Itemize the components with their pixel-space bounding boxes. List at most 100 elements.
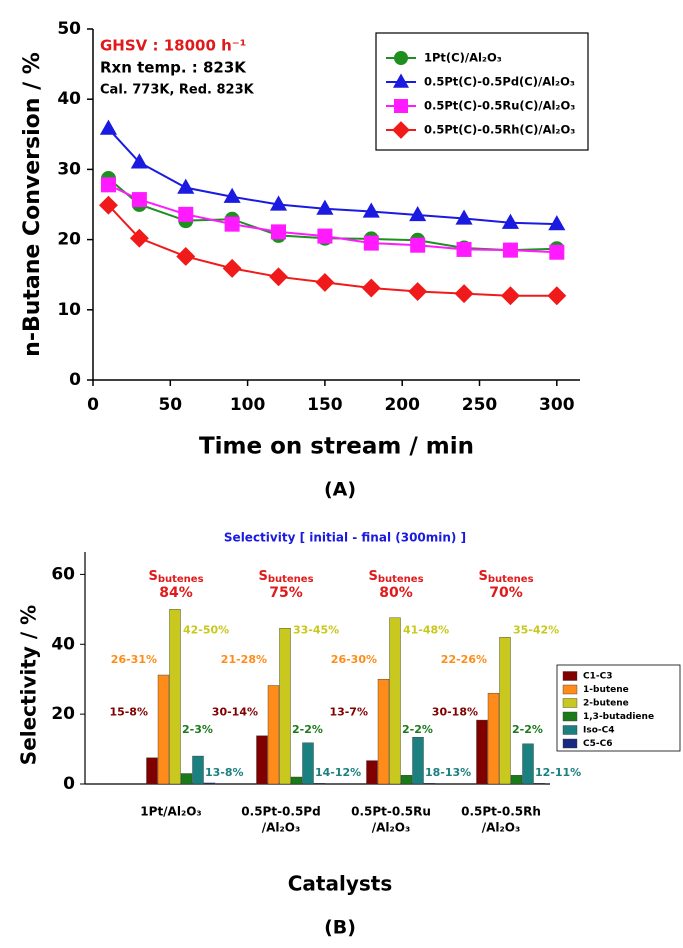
legend-label: 1-butene <box>583 685 629 695</box>
selectivity-s: S <box>148 569 157 584</box>
bar <box>302 742 314 785</box>
bar-annotation: 26-30% <box>331 653 377 666</box>
bar-annotation: 30-18% <box>432 705 478 718</box>
y-tick-label: 0 <box>69 370 81 390</box>
bar <box>267 685 280 785</box>
selectivity-label: Sbutenes <box>478 569 533 586</box>
y-tick-label: 0 <box>63 774 75 794</box>
y-tick-label: 20 <box>51 704 75 724</box>
data-point <box>500 286 520 306</box>
bar <box>423 783 436 785</box>
bar <box>256 735 268 785</box>
data-point <box>99 195 118 215</box>
legend-marker <box>392 73 410 88</box>
legend-label: C1-C3 <box>583 672 612 682</box>
selectivity-s: S <box>368 569 377 584</box>
data-point <box>177 178 195 194</box>
x-tick-label: /Al₂O₃ <box>372 821 411 835</box>
x-tick-label: 0.5Pt-0.5Pd <box>241 805 320 819</box>
data-point <box>548 215 566 231</box>
x-tick-label: 50 <box>158 395 182 415</box>
bar <box>290 776 303 785</box>
data-point <box>455 209 473 225</box>
x-axis-label: Time on stream / min <box>199 434 474 460</box>
x-tick-label: 0.5Pt-0.5Rh <box>461 805 541 819</box>
data-point <box>130 153 148 169</box>
data-point <box>410 237 426 253</box>
x-tick-label: 0.5Pt-0.5Ru <box>351 805 431 819</box>
bar-annotation: 13-8% <box>205 766 244 779</box>
x-tick-label: 200 <box>384 395 420 415</box>
legend-label: 0.5Pt(C)-0.5Pd(C)/Al₂O₃ <box>424 75 575 89</box>
caption: (A) <box>324 479 356 501</box>
bar <box>533 783 546 785</box>
bar <box>377 679 390 785</box>
bar-annotation: 14-12% <box>315 766 361 779</box>
x-tick-label: 150 <box>307 395 343 415</box>
legend-box <box>556 664 681 752</box>
legend-swatch <box>562 738 578 749</box>
caption: (B) <box>324 917 356 939</box>
data-point <box>317 228 333 244</box>
annotation: Cal. 773K, Red. 823K <box>100 83 255 98</box>
selectivity-label: Sbutenes <box>148 569 203 586</box>
legend-label: C5-C6 <box>583 739 612 749</box>
y-axis-label: n-Butane Conversion / % <box>20 52 45 357</box>
bar-annotation: 41-48% <box>403 623 449 636</box>
y-tick-label: 40 <box>51 634 75 654</box>
selectivity-value: 75% <box>269 585 303 601</box>
legend-label: 0.5Pt(C)-0.5Ru(C)/Al₂O₃ <box>424 99 575 113</box>
bar-annotation: 2-3% <box>182 723 213 736</box>
data-point <box>502 242 518 258</box>
data-point <box>315 272 335 292</box>
data-point <box>176 246 196 266</box>
x-tick-label: 100 <box>230 395 266 415</box>
bar <box>169 609 181 785</box>
data-point <box>269 267 288 287</box>
data-point <box>501 213 519 229</box>
y-tick-label: 20 <box>57 230 81 250</box>
x-tick-label: 1Pt/Al₂O₃ <box>140 805 201 819</box>
data-point <box>456 241 472 257</box>
bar-annotation: 21-28% <box>221 653 267 666</box>
data-point <box>316 199 334 215</box>
bar <box>146 757 158 785</box>
bar-annotation: 26-31% <box>111 653 157 666</box>
bar <box>476 719 488 785</box>
data-point <box>362 202 380 218</box>
selectivity-value: 80% <box>379 585 413 601</box>
bar-annotation: 33-45% <box>293 623 339 636</box>
annotation: GHSV : 18000 h⁻¹ <box>100 37 246 55</box>
x-tick-label: /Al₂O₃ <box>262 821 301 835</box>
bar <box>499 637 511 785</box>
x-tick-label: 0 <box>87 395 99 415</box>
bar-annotation: 18-13% <box>425 766 471 779</box>
bar <box>192 755 204 785</box>
annotation: Rxn temp. : 823K <box>100 59 247 77</box>
y-tick-label: 50 <box>57 19 81 39</box>
y-axis-label: Selectivity / % <box>17 605 41 765</box>
data-point <box>271 224 287 240</box>
bar-annotation: 2-2% <box>402 723 433 736</box>
data-point <box>224 216 240 232</box>
bar <box>203 782 216 785</box>
x-tick-label: 300 <box>539 395 575 415</box>
legend-marker <box>394 99 408 113</box>
bar <box>180 773 193 785</box>
subtitle: Selectivity [ initial - final (300min) ] <box>224 531 466 545</box>
data-point <box>100 177 116 193</box>
data-point <box>549 244 565 260</box>
data-point <box>178 206 194 222</box>
data-point <box>99 119 118 135</box>
bar-annotation: 12-11% <box>535 766 581 779</box>
selectivity-label: Sbutenes <box>368 569 423 586</box>
data-point <box>131 192 147 208</box>
legend-swatch <box>562 711 578 722</box>
bar-annotation: 30-14% <box>212 705 258 718</box>
bar <box>412 736 424 785</box>
bar <box>522 743 534 785</box>
selectivity-value: 84% <box>159 585 193 601</box>
data-point <box>454 284 474 304</box>
